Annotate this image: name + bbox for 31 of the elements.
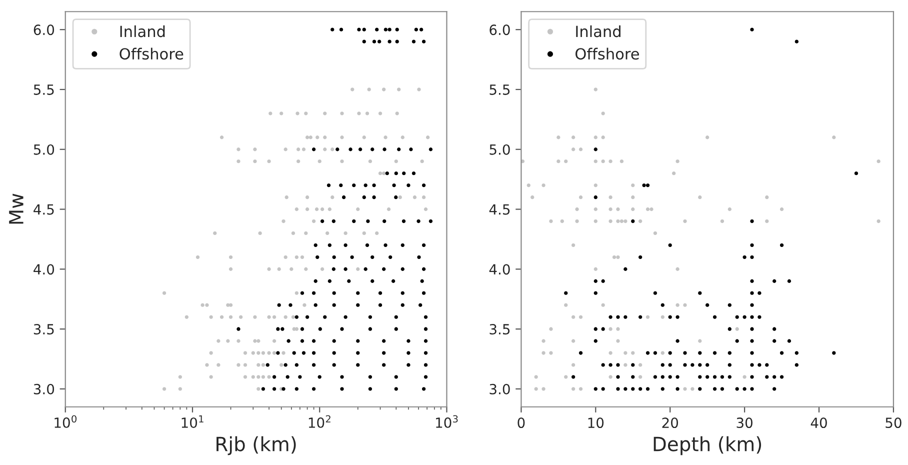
y-tick-label: 5.5 <box>490 84 510 95</box>
x-tick-label: 20 <box>662 418 678 428</box>
x-tick-label: 10$^{3}$ <box>436 415 458 428</box>
x-tick-label: 10$^{1}$ <box>182 415 204 428</box>
y-tick-label: 4.5 <box>34 204 54 215</box>
x-axis-title: Rjb (km) <box>216 436 296 456</box>
y-tick-label: 5.0 <box>34 144 54 155</box>
x-tick-label: 10$^{0}$ <box>54 415 76 428</box>
y-tick-label: 3.5 <box>490 324 510 334</box>
y-tick-label: 4.0 <box>34 264 54 275</box>
x-tick-label: 30 <box>736 418 752 428</box>
legend-label: Offshore <box>576 48 639 60</box>
y-tick-label: 6.0 <box>490 24 510 36</box>
y-tick-label: 4.5 <box>489 204 510 215</box>
x-tick-label: 50 <box>886 418 902 428</box>
y-axis-title: Mw <box>9 194 24 224</box>
y-tick-label: 6.0 <box>34 24 54 36</box>
x-tick-label: 10$^{2}$ <box>308 415 330 428</box>
y-tick-label: 4.0 <box>489 264 510 275</box>
x-tick-label: 40 <box>810 418 827 428</box>
legend-label: Offshore <box>120 48 184 60</box>
y-tick-label: 3.0 <box>34 384 54 394</box>
legend-label: Inland <box>576 25 620 38</box>
y-tick-label: 5.5 <box>34 84 54 95</box>
x-tick-label: 0 <box>518 418 525 428</box>
legend-label: Inland <box>120 25 165 38</box>
x-tick-label: 10 <box>588 418 604 428</box>
y-tick-label: 3.5 <box>34 324 54 334</box>
y-tick-label: 5.0 <box>490 144 510 155</box>
x-axis-title: Depth (km) <box>654 436 762 456</box>
y-tick-label: 3.0 <box>490 384 510 394</box>
